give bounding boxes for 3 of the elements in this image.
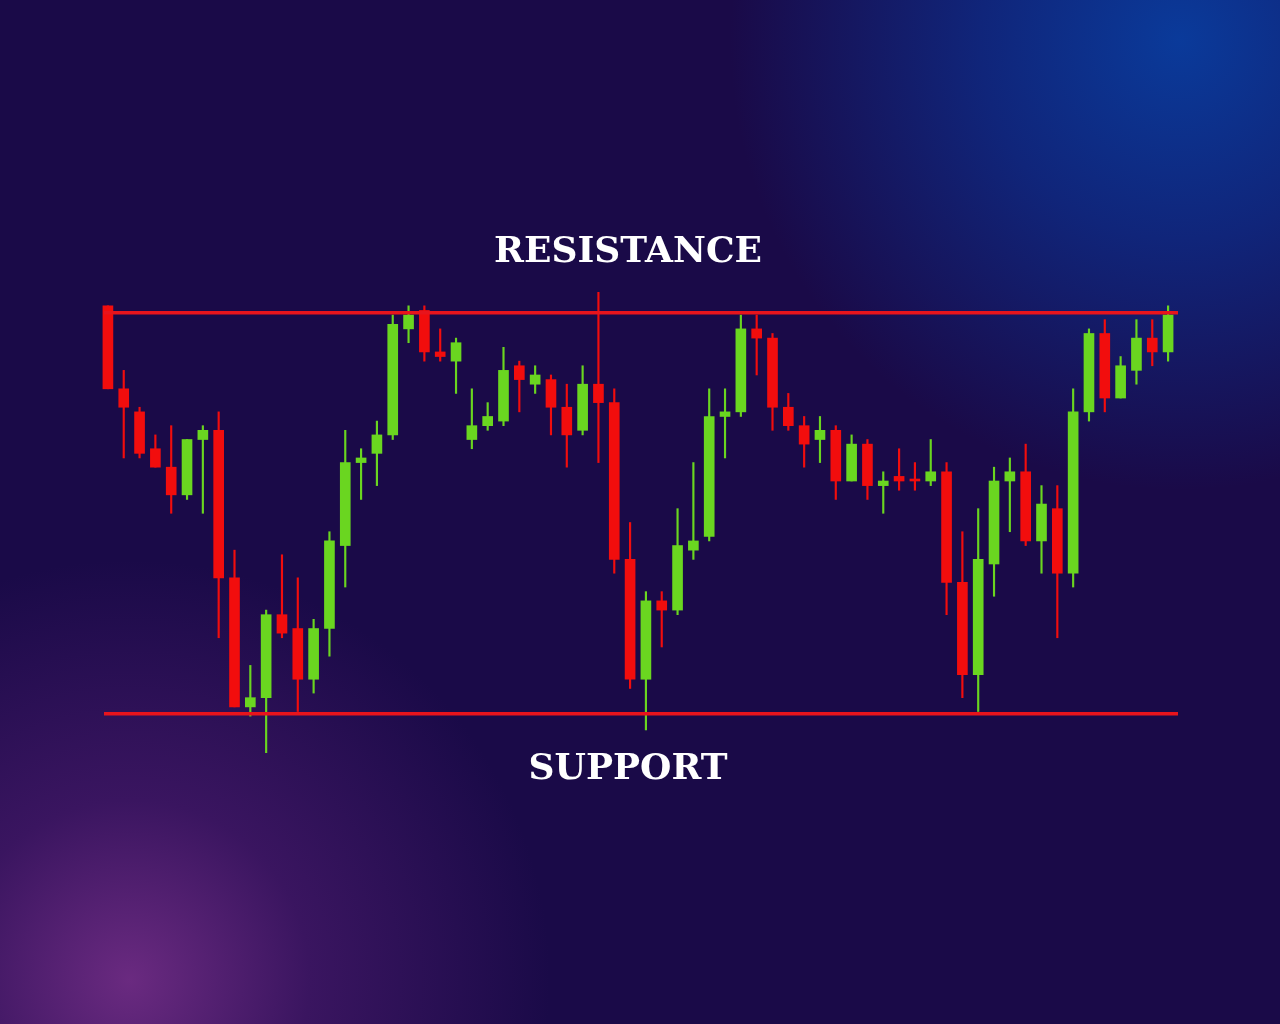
ref-line-label: SUPPORT — [528, 745, 728, 788]
candlestick — [593, 292, 604, 463]
ref-line-label: RESISTANCE — [494, 228, 762, 271]
